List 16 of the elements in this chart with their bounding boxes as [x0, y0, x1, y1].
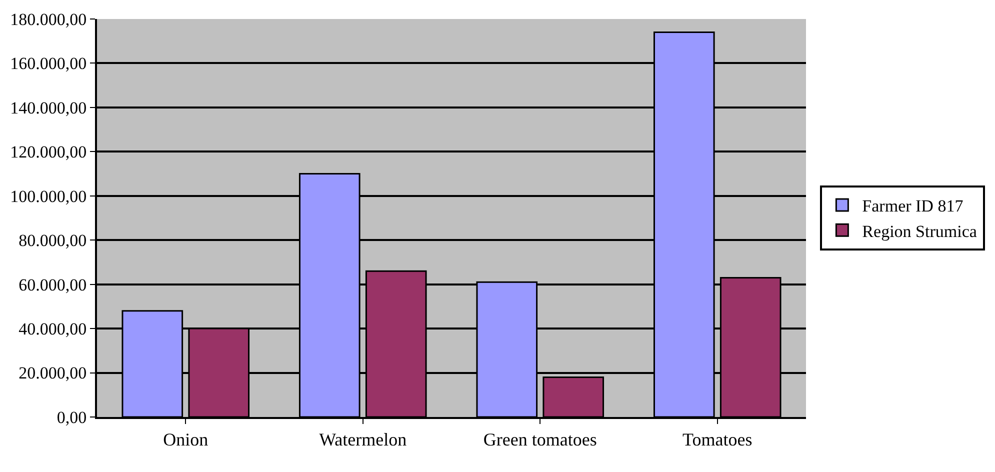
y-tick-label: 0,00 — [56, 408, 87, 427]
y-tick-label: 100.000,00 — [10, 186, 87, 206]
y-tick-label: 40.000,00 — [18, 320, 87, 339]
y-tick-label: 140.000,00 — [10, 98, 87, 118]
y-tick-label: 20.000,00 — [18, 364, 87, 383]
y-tick-label: 120.000,00 — [10, 142, 87, 162]
x-tick-label: Tomatoes — [682, 430, 752, 450]
legend-label: Region Strumica — [862, 222, 978, 241]
x-tick-label: Onion — [163, 430, 208, 450]
y-tick-label: 180.000,00 — [10, 10, 87, 29]
legend-label: Farmer ID 817 — [862, 196, 964, 216]
y-tick-label: 80.000,00 — [18, 231, 87, 250]
x-tick-label: Watermelon — [319, 430, 407, 450]
y-tick-label: 160.000,00 — [10, 54, 87, 74]
y-tick-label: 60.000,00 — [18, 275, 87, 294]
x-tick-label: Green tomatoes — [483, 430, 597, 450]
